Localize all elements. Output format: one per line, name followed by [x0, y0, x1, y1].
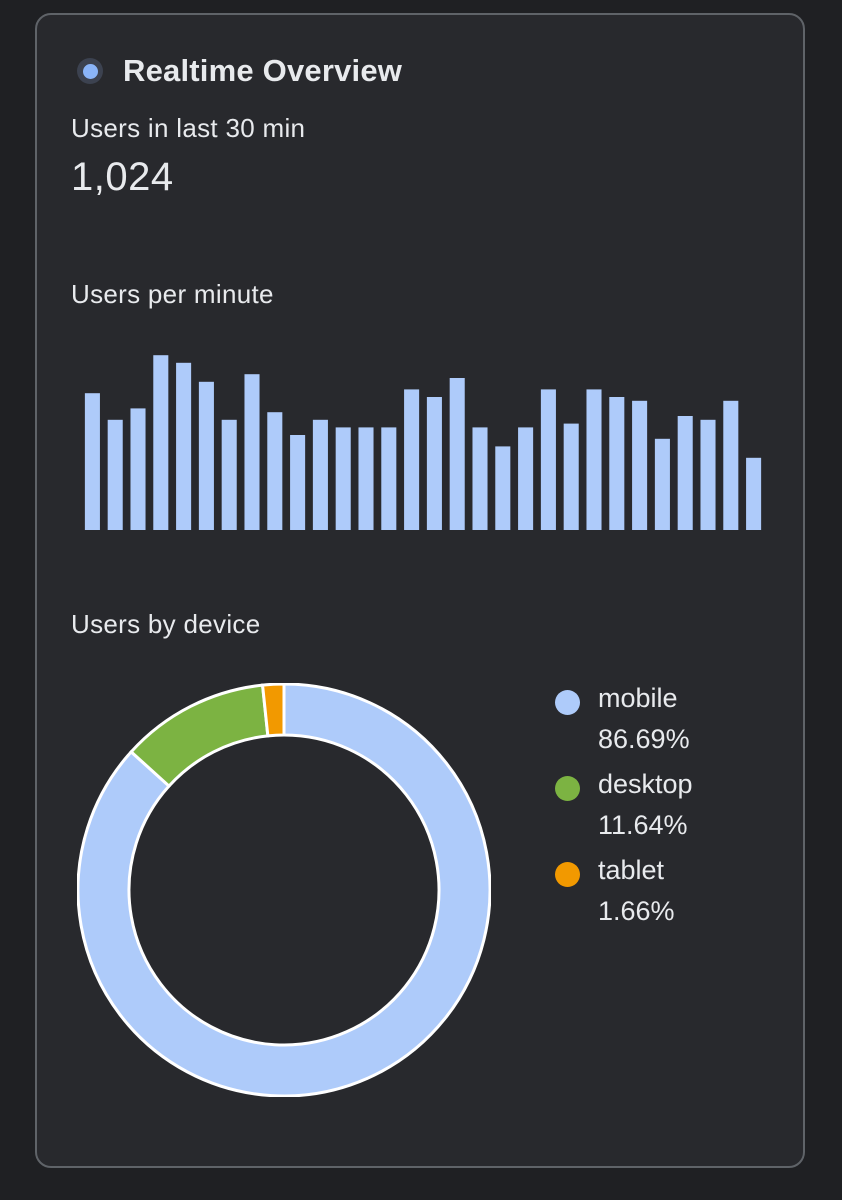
bar-minute-11	[312, 419, 328, 530]
users-per-minute-label: Users per minute	[71, 279, 274, 309]
legend-dot-icon	[555, 862, 580, 887]
bar-minute-29	[723, 400, 739, 530]
bar-minute-15	[404, 389, 420, 530]
bar-minute-7	[221, 419, 237, 530]
legend-label: mobile	[598, 683, 678, 713]
users-by-device-label: Users by device	[71, 609, 261, 639]
donut-slice-mobile	[77, 683, 491, 1097]
bar-minute-25	[632, 400, 648, 530]
bar-minute-17	[449, 378, 465, 530]
bar-minute-12	[335, 427, 351, 530]
bar-minute-30	[746, 457, 762, 530]
bar-minute-9	[267, 412, 283, 530]
bar-minute-5	[176, 362, 192, 530]
legend-percentage: 11.64%	[598, 810, 688, 840]
legend-percentage: 86.69%	[598, 724, 690, 754]
bar-minute-27	[677, 416, 693, 530]
bar-minute-28	[700, 419, 716, 530]
bar-minute-13	[358, 427, 374, 530]
users-per-minute-chart	[84, 355, 762, 530]
bar-minute-8	[244, 374, 260, 530]
realtime-overview-card: Realtime Overview Users in last 30 min 1…	[35, 13, 805, 1168]
bar-minute-26	[654, 438, 670, 530]
legend-percentage: 1.66%	[598, 896, 675, 926]
users-last-30-min-value: 1,024	[71, 155, 174, 199]
bar-minute-1	[84, 393, 100, 530]
users-by-device-donut	[77, 683, 491, 1097]
bar-minute-23	[586, 389, 602, 530]
bar-minute-6	[198, 381, 214, 530]
legend-dot-icon	[555, 690, 580, 715]
donut-slice-tablet	[260, 683, 286, 738]
card-header: Realtime Overview	[77, 51, 402, 91]
bar-minute-14	[381, 427, 397, 530]
card-title: Realtime Overview	[123, 53, 403, 88]
bar-minute-20	[518, 427, 534, 530]
legend-label: tablet	[598, 855, 665, 885]
bar-minute-21	[540, 389, 556, 530]
bar-minute-19	[495, 446, 511, 530]
bar-minute-24	[609, 397, 625, 530]
bar-minute-16	[426, 397, 442, 530]
bar-minute-10	[290, 435, 306, 530]
legend-dot-icon	[555, 776, 580, 801]
bar-minute-22	[563, 423, 579, 530]
status-dot-icon	[77, 58, 103, 84]
legend-label: desktop	[598, 769, 693, 799]
donut-slice-desktop	[129, 683, 270, 789]
bar-minute-3	[130, 408, 146, 530]
bar-minute-18	[472, 427, 488, 530]
bar-minute-4	[153, 355, 169, 530]
bar-minute-2	[107, 419, 123, 530]
users-last-30-min-label: Users in last 30 min	[71, 113, 306, 143]
